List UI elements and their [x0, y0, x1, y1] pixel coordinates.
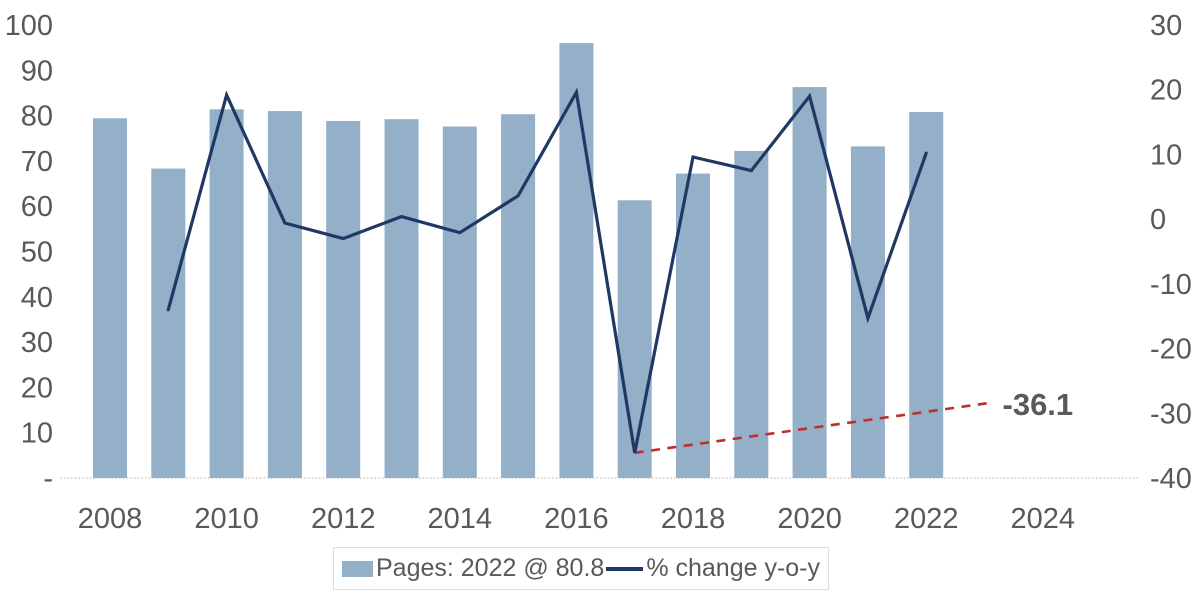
left-axis-tick-label: -: [43, 463, 53, 495]
bar-2011: [267, 111, 302, 478]
left-axis-tick-label: 100: [5, 10, 53, 42]
left-axis-tick-label: 50: [21, 237, 53, 269]
legend-bar-swatch: [341, 560, 373, 577]
legend-line-swatch: [606, 566, 644, 571]
x-axis-tick-label: 2012: [311, 503, 376, 535]
right-axis-tick-label: -10: [1150, 269, 1192, 301]
x-axis-tick-label: 2008: [78, 503, 143, 535]
legend-item-pages: Pages: 2022 @ 80.8: [341, 554, 605, 583]
x-axis-tick-label: 2010: [194, 503, 259, 535]
left-axis-tick-label: 20: [21, 372, 53, 404]
left-axis-tick-label: 10: [21, 418, 53, 450]
left-axis-tick-label: 60: [21, 191, 53, 223]
pct-change-line: [166, 87, 928, 454]
x-axis-tick-label: 2022: [894, 503, 959, 535]
bar-2012: [326, 121, 361, 478]
right-axis-tick-label: 30: [1150, 10, 1182, 42]
left-axis-tick-label: 30: [21, 327, 53, 359]
chart-legend: Pages: 2022 @ 80.8 % change y-o-y: [333, 547, 829, 590]
legend-pct-change-label: % change y-o-y: [646, 554, 821, 582]
bar-2009: [151, 168, 186, 478]
bar-2013: [384, 119, 419, 478]
left-axis-tick-label: 40: [21, 282, 53, 314]
x-axis-tick-label: 2020: [777, 503, 842, 535]
annotation-leader-line: [634, 401, 990, 455]
x-axis-tick-label: 2016: [544, 503, 609, 535]
left-axis-tick-label: 70: [21, 146, 53, 178]
bar-2018: [676, 173, 710, 478]
legend-pages-label: Pages: 2022 @ 80.8: [375, 554, 605, 582]
right-axis-tick-label: -30: [1150, 398, 1192, 430]
bar-2014: [442, 126, 477, 478]
annotation-label: -36.1: [1003, 387, 1074, 422]
x-axis-tick-label: 2024: [1011, 503, 1076, 535]
right-axis-tick-label: 20: [1150, 75, 1182, 107]
right-axis-tick-label: 0: [1150, 204, 1166, 236]
bar-2015: [501, 114, 536, 478]
bar-2019: [734, 150, 769, 478]
bar-2020: [792, 87, 827, 478]
bar-2017: [617, 200, 652, 479]
bar-2022: [909, 112, 944, 478]
left-axis-tick-label: 90: [21, 55, 53, 87]
bar-2016: [559, 43, 594, 478]
right-axis-tick-label: -20: [1150, 334, 1192, 366]
bar-2008: [93, 118, 127, 479]
right-axis-tick-label: -40: [1150, 463, 1192, 495]
right-axis-tick-label: 10: [1150, 139, 1182, 171]
legend-item-pct-change: % change y-o-y: [604, 554, 820, 583]
x-axis-tick-label: 2018: [661, 503, 726, 535]
x-axis-tick-label: 2014: [428, 503, 493, 535]
bar-2010: [209, 109, 244, 479]
left-axis-tick-label: 80: [21, 101, 53, 133]
